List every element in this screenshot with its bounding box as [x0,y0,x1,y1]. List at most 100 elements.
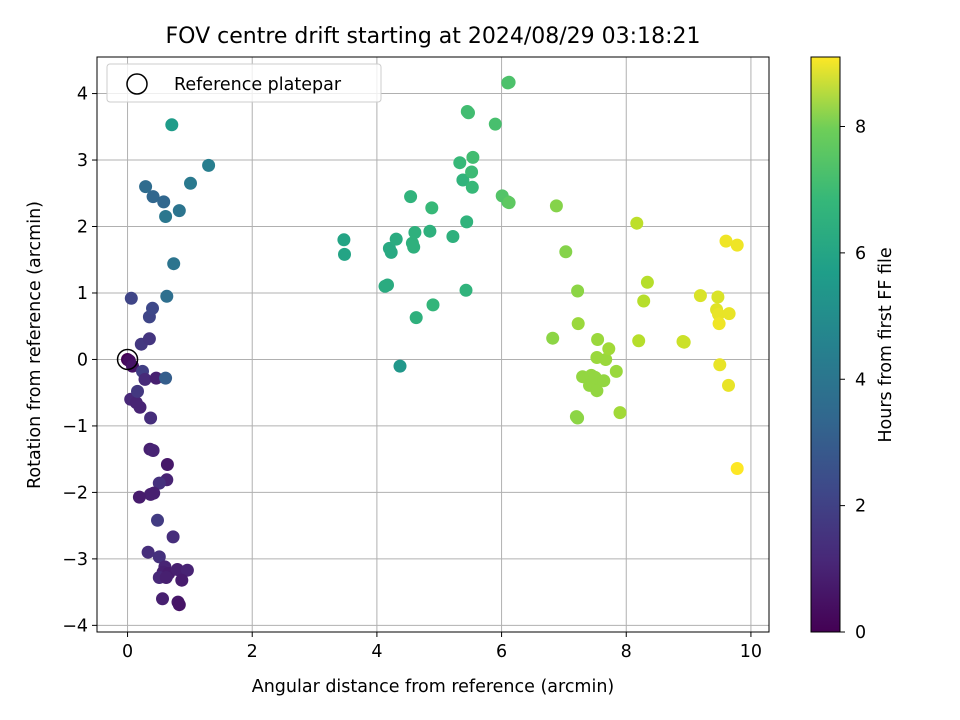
data-point [146,190,160,204]
data-point [159,571,173,584]
data-point [152,550,166,564]
data-point [172,204,186,218]
legend-box [106,63,382,103]
plot-frame [96,56,770,633]
y-tick-label: 0 [77,350,88,370]
data-point [381,278,394,292]
chart-title: FOV centre drift starting at 2024/08/29 … [166,24,701,49]
data-point [599,353,613,366]
data-point [546,331,560,345]
data-point [338,247,351,261]
data-point [462,106,475,120]
data-point [711,290,725,304]
data-point [139,180,153,194]
data-point [713,358,727,372]
data-point [409,311,423,325]
colorbar: 0 2 4 6 8 Hours from first FF file [810,56,896,643]
x-tick-label: 6 [496,642,507,662]
reference-platepar-marker [116,348,139,371]
colorbar-tick-label: 2 [855,497,866,517]
scatter-points [121,75,744,612]
y-tick-label: 2 [77,218,88,238]
data-point [172,598,186,612]
data-point [630,216,644,230]
data-point [571,317,585,331]
data-point [202,158,216,172]
data-point [571,284,585,298]
y-tick-label: 4 [77,85,88,105]
data-point [423,224,437,238]
x-tick-label: 8 [621,642,632,662]
data-point [722,307,736,321]
data-point [131,384,144,398]
data-point [712,317,726,331]
data-point [170,563,184,576]
data-point [156,592,169,606]
data-point [613,406,627,420]
colorbar-tick-label: 0 [855,623,866,643]
data-point [133,400,147,414]
data-point [730,238,744,252]
data-point [549,199,563,213]
data-point [152,476,166,490]
data-point [132,490,146,504]
data-point [571,411,585,425]
data-point [157,195,171,209]
reference-marker-layer [116,348,139,371]
data-point [408,226,422,239]
data-point [384,245,398,259]
y-tick-label: −1 [62,417,88,437]
x-tick-label: 0 [122,642,133,662]
data-point [160,458,174,471]
data-point [465,180,479,194]
data-point [502,196,516,210]
data-point [446,230,460,243]
data-point [144,487,158,501]
data-point [184,176,197,190]
y-tick-label: 3 [77,151,88,171]
grid-lines [97,57,769,632]
data-point [591,333,605,346]
data-point [404,190,418,204]
data-point [159,210,173,223]
colorbar-gradient [810,56,841,633]
data-point [693,289,707,303]
y-tick-label: −3 [62,550,88,570]
data-point [167,257,181,271]
data-point [609,364,623,378]
data-point [337,233,351,247]
data-point [719,234,733,248]
data-point [166,530,180,544]
data-point [602,342,616,356]
data-point [590,384,604,398]
data-point [141,545,155,559]
colorbar-tick-label: 4 [855,370,866,390]
data-point [712,307,725,321]
data-point [459,283,473,297]
data-point [180,563,194,577]
data-point [124,291,138,305]
data-point [460,215,474,229]
data-point [407,240,421,254]
data-point [146,301,159,315]
data-point [389,232,403,246]
data-point [144,411,158,425]
data-point [677,335,691,349]
data-point [559,245,573,259]
y-tick-label: 1 [77,284,88,304]
data-point [597,374,611,388]
colorbar-tick-label: 8 [855,118,866,138]
data-point [426,298,440,312]
data-point [632,334,646,348]
data-point [165,118,179,132]
data-point [151,513,164,527]
x-axis-label: Angular distance from reference (arcmin) [252,677,615,697]
data-point [453,156,467,170]
colorbar-tick-label: 6 [855,244,866,264]
data-point [488,117,502,131]
colorbar-ticks: 0 2 4 6 8 [840,118,866,643]
legend-label: Reference platepar [174,75,342,95]
data-point [466,150,480,164]
x-tick-label: 4 [371,642,382,662]
